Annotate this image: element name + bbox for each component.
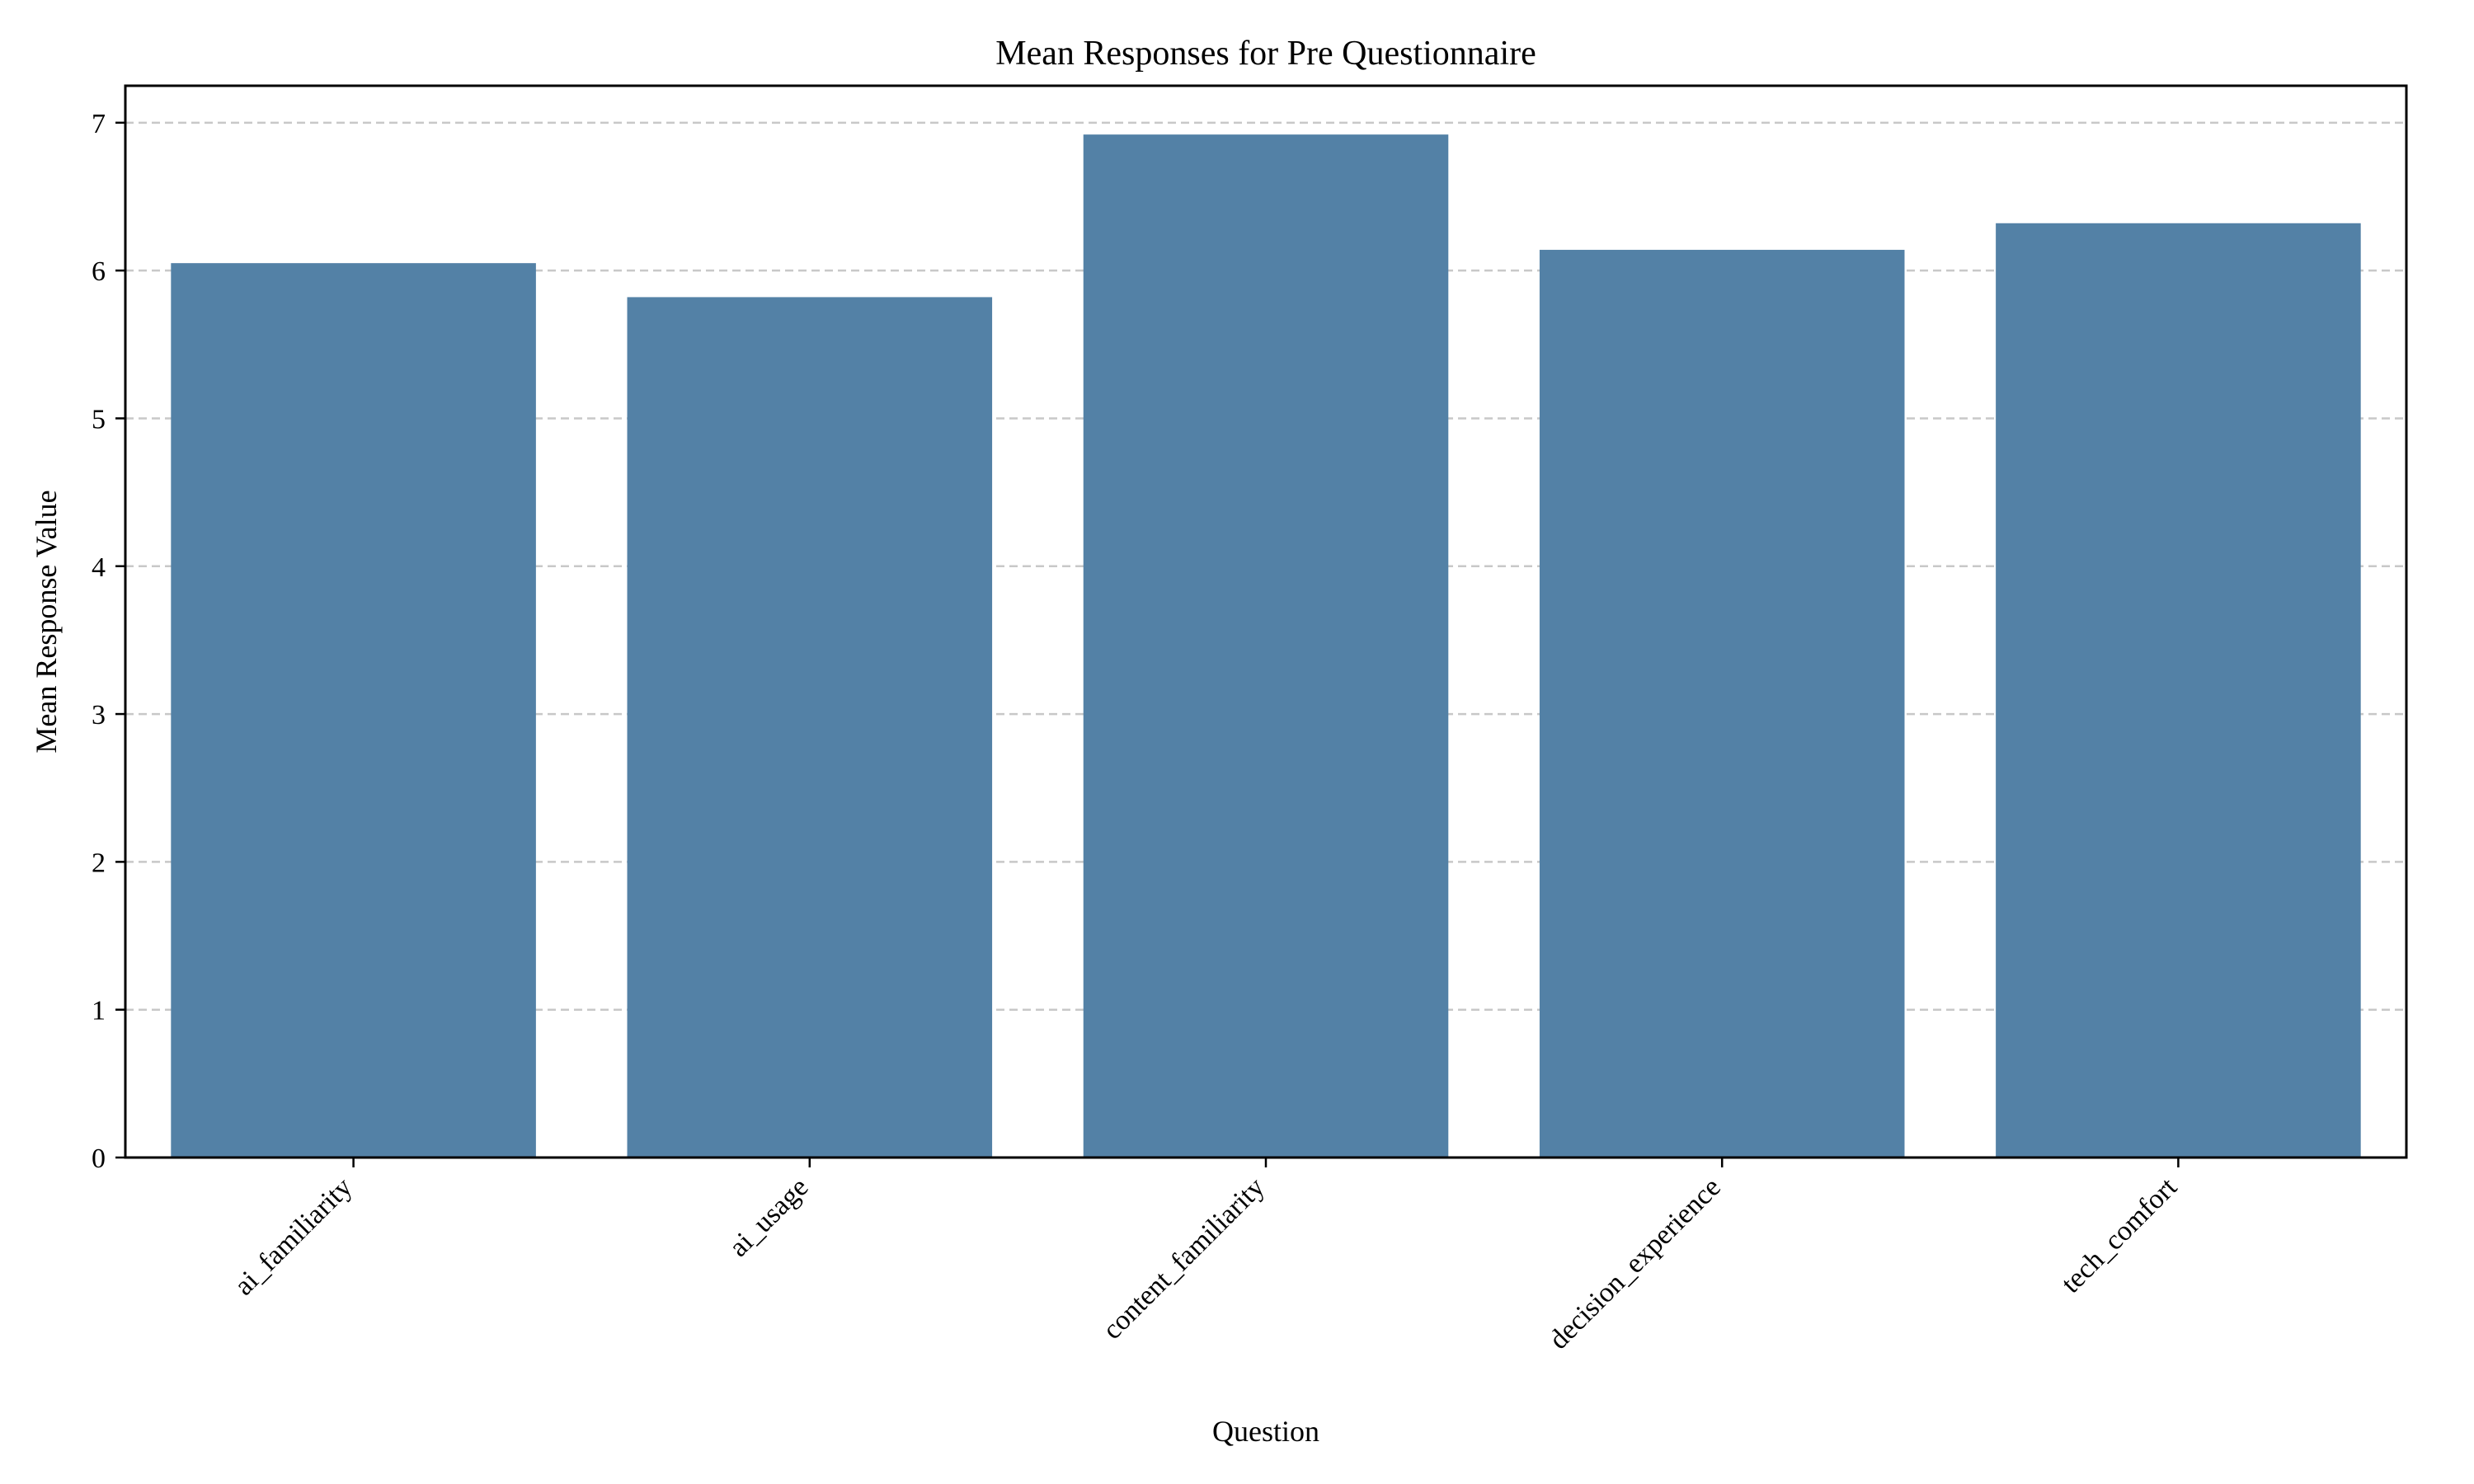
y-tick-label: 6 [92,256,106,287]
y-tick-label: 1 [92,996,106,1026]
chart-title: Mean Responses for Pre Questionnaire [995,35,1536,73]
y-tick-label: 0 [92,1144,106,1174]
bar-ai_familiarity [171,263,536,1158]
bar-ai_usage [627,297,993,1158]
x-axis-label: Question [1212,1415,1319,1448]
y-tick-label: 7 [92,109,106,139]
y-tick-label: 3 [92,700,106,730]
y-axis-label: Mean Response Value [30,490,63,753]
bar-content_familiarity [1083,134,1449,1158]
x-tick-label: content_familiarity [1097,1172,1270,1345]
x-tick-label: decision_experience [1543,1172,1726,1355]
bar-decision_experience [1539,250,1905,1158]
y-axis-ticks: 0 1 2 3 4 5 6 7 [92,109,125,1174]
y-tick-label: 2 [92,848,106,878]
x-tick-label: ai_familiarity [228,1172,358,1301]
bar-tech_comfort [1996,223,2361,1158]
bars [171,134,2361,1158]
x-tick-label: tech_comfort [2056,1172,2184,1299]
x-axis-ticks: ai_familiarity ai_usage content_familiarit… [228,1158,2183,1355]
y-tick-label: 4 [92,552,106,583]
y-tick-label: 5 [92,404,106,434]
x-tick-label: ai_usage [723,1172,814,1262]
